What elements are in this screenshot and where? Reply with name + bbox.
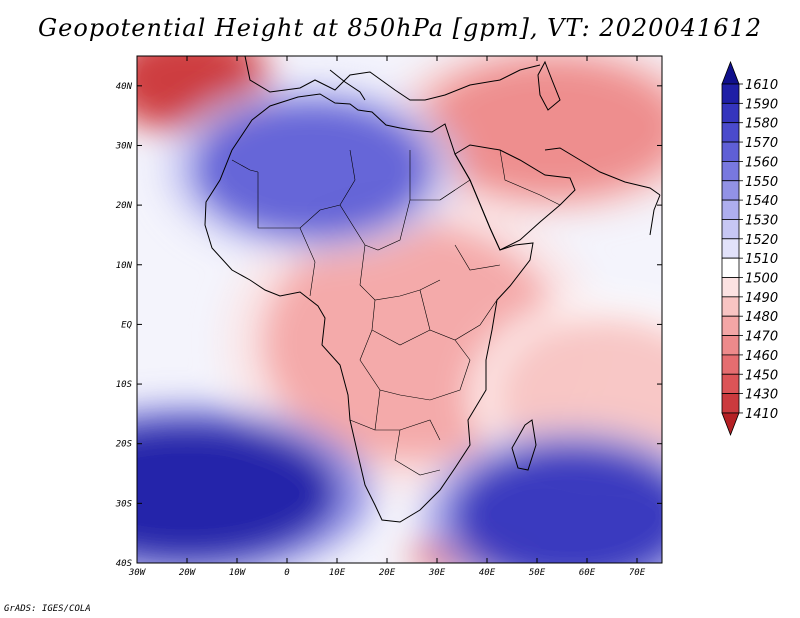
colorbar-segment bbox=[721, 160, 740, 182]
colorbar-segment bbox=[721, 373, 740, 395]
colorbar-tick-label: 1450 bbox=[745, 368, 778, 383]
colorbar-top-arrow bbox=[721, 60, 740, 85]
y-tick-label: 20N bbox=[116, 201, 133, 211]
y-tick-label: 10N bbox=[116, 261, 133, 271]
feature-core bbox=[137, 421, 337, 562]
feature-core bbox=[192, 99, 432, 240]
madagascar-coastline bbox=[511, 419, 537, 471]
height-field bbox=[137, 56, 662, 563]
colorbar-tick-label: 1490 bbox=[745, 291, 778, 306]
x-tick-label: 70E bbox=[629, 568, 646, 578]
colorbar-segment bbox=[721, 277, 740, 298]
colorbar-tick-label: 1470 bbox=[745, 330, 778, 345]
europe-coastline bbox=[244, 56, 541, 101]
colorbar-tick-label: 1410 bbox=[745, 407, 778, 422]
x-tick-label: 10W bbox=[229, 568, 247, 578]
colorbar-tick-label: 1430 bbox=[745, 388, 778, 403]
iran-coastline bbox=[544, 147, 661, 196]
plot-frame bbox=[136, 55, 663, 564]
arabia-coastline bbox=[454, 144, 576, 251]
y-tick-label: 30S bbox=[115, 499, 133, 509]
y-tick-label: 40S bbox=[116, 559, 133, 569]
grads-credit: GrADS: IGES/COLA bbox=[4, 604, 91, 614]
x-tick-label: 20E bbox=[379, 568, 396, 578]
colorbar-tick-label: 1460 bbox=[745, 349, 778, 364]
india-coastline bbox=[649, 194, 661, 236]
colorbar-tick-label: 1550 bbox=[745, 175, 778, 190]
x-tick-label: 40E bbox=[479, 568, 496, 578]
italy-coastline bbox=[329, 69, 366, 101]
x-tick-label: 10E bbox=[329, 568, 346, 578]
colorbar-segment bbox=[721, 354, 740, 375]
country-borders bbox=[231, 149, 561, 476]
x-tick-label: 20W bbox=[179, 568, 197, 578]
x-tick-label: 0 bbox=[284, 568, 289, 578]
colorbar-segment bbox=[721, 199, 740, 220]
colorbar-tick-label: 1570 bbox=[745, 136, 778, 151]
colorbar-segment bbox=[721, 219, 740, 240]
colorbar-segment bbox=[721, 238, 740, 259]
colorbar-tick-label: 1560 bbox=[745, 155, 778, 170]
colorbar-segment bbox=[721, 102, 740, 124]
feature-core bbox=[422, 57, 662, 198]
x-tick-label: 60E bbox=[579, 568, 596, 578]
y-tick-label: 30N bbox=[115, 141, 133, 151]
colorbar-segment bbox=[721, 257, 740, 278]
colorbar-tick-label: 1480 bbox=[745, 310, 778, 325]
colorbar-segment bbox=[721, 122, 740, 143]
colorbar-tick-label: 1530 bbox=[745, 213, 778, 228]
x-tick-label: 30E bbox=[428, 568, 446, 578]
colorbar-tick-label: 1590 bbox=[745, 97, 778, 112]
field-blobs bbox=[137, 56, 662, 563]
x-tick-label: 50E bbox=[529, 568, 546, 578]
y-tick-label: 40N bbox=[116, 82, 133, 92]
colorbar-segment bbox=[721, 141, 740, 162]
colorbar-segment bbox=[721, 335, 740, 356]
colorbar-tick-label: 1520 bbox=[745, 233, 778, 248]
colorbar: 1610 1590 1580 1570 1560 1550 1540 1530 1520 1510… bbox=[721, 60, 778, 437]
x-tick-label: 30W bbox=[128, 568, 147, 578]
colorbar-tick-label: 1500 bbox=[745, 272, 778, 287]
colorbar-tick-label: 1540 bbox=[745, 194, 778, 209]
y-tick-label: 10S bbox=[116, 380, 133, 390]
colorbar-segment bbox=[721, 393, 740, 414]
colorbar-segment bbox=[721, 180, 740, 201]
y-tick-label: EQ bbox=[121, 320, 132, 330]
colorbar-tick-label: 1580 bbox=[745, 117, 778, 132]
colorbar-segment bbox=[721, 296, 740, 317]
y-tick-label: 20S bbox=[116, 440, 133, 450]
caspian-coastline bbox=[537, 60, 561, 111]
colorbar-segment bbox=[721, 83, 740, 104]
colorbar-tick-label: 1510 bbox=[745, 252, 778, 267]
chart-title: Geopotential Height at 850hPa [gpm], VT:… bbox=[38, 14, 762, 42]
feature-core bbox=[452, 445, 662, 563]
africa-coastline bbox=[204, 93, 534, 523]
plot-axes: 30W 20W 10W 0 10E 20E 30E 40E 50E 60E 70E 40N 30N 20N… bbox=[115, 55, 663, 578]
colorbar-segment bbox=[721, 315, 740, 336]
colorbar-tick-label: 1610 bbox=[745, 78, 778, 93]
colorbar-bottom-arrow bbox=[721, 412, 740, 437]
coastlines bbox=[204, 56, 661, 523]
